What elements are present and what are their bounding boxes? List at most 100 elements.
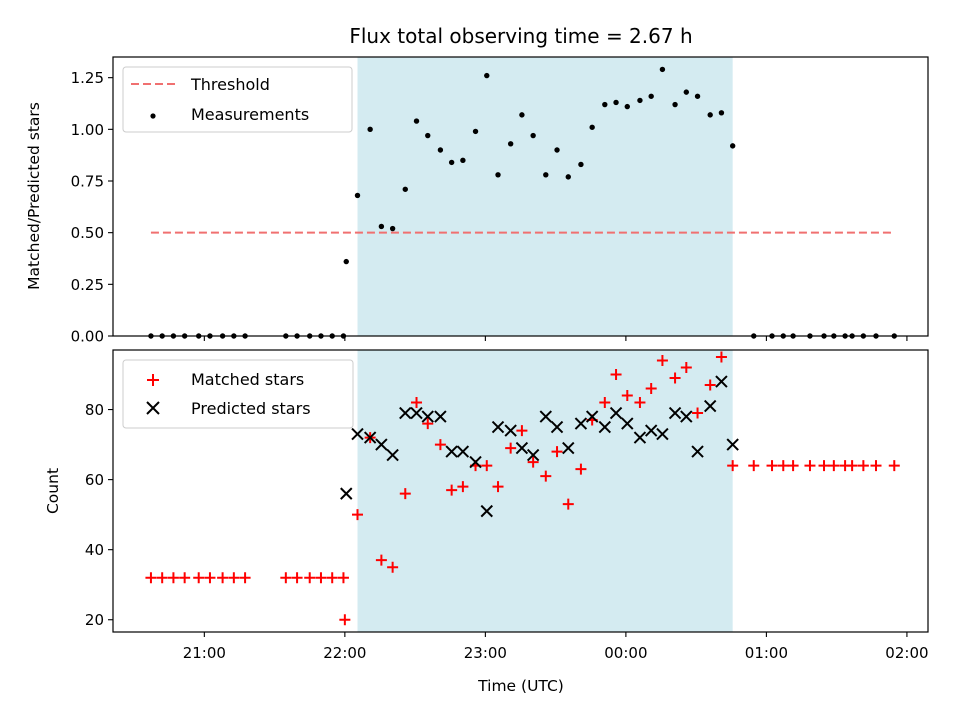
predicted-legend-swatch bbox=[146, 401, 160, 415]
predicted-star-point bbox=[715, 375, 728, 388]
bottom-legend: Matched stars Predicted stars bbox=[122, 359, 354, 429]
matched-star-point bbox=[446, 484, 458, 496]
measurement-point bbox=[519, 112, 525, 118]
matched-star-point bbox=[505, 442, 517, 454]
predicted-star-point bbox=[668, 406, 682, 420]
matched-star-point bbox=[204, 572, 216, 584]
measurement-point bbox=[589, 124, 595, 130]
measurement-point bbox=[683, 89, 690, 95]
measurement-point bbox=[354, 192, 361, 199]
measurement-point bbox=[554, 147, 560, 153]
top-axes-frame bbox=[112, 56, 929, 337]
bottom-y-ticks: 20 40 60 80 bbox=[85, 401, 113, 629]
matched-star-point bbox=[434, 439, 446, 451]
matched-star-point bbox=[621, 390, 633, 402]
predicted-star-point bbox=[363, 431, 377, 444]
predicted-star-point bbox=[574, 417, 588, 430]
matched-star-point bbox=[828, 460, 840, 472]
matched-star-point bbox=[777, 460, 789, 472]
matched-star-point bbox=[610, 369, 622, 381]
top-axes: 0.00 0.25 0.50 0.75 1.00 1.25 Matched/Predict… bbox=[25, 56, 929, 346]
matched-star-point bbox=[156, 572, 168, 584]
predicted-star-point bbox=[456, 445, 470, 458]
top-y-ticks: 0.00 0.25 0.50 0.75 1.00 1.25 bbox=[71, 69, 113, 346]
measurement-point bbox=[729, 143, 736, 149]
matched-star-point bbox=[422, 418, 434, 430]
matched-star-point bbox=[818, 460, 830, 472]
predicted-star-point bbox=[504, 424, 517, 437]
measurement-point bbox=[602, 101, 608, 108]
matched-star-point bbox=[399, 488, 411, 500]
matched-star-point bbox=[748, 460, 760, 472]
top-y-axis-label: Matched/Predicted stars bbox=[25, 102, 43, 290]
predicted-star-point bbox=[421, 410, 434, 423]
matched-star-point bbox=[352, 509, 363, 521]
predicted-star-point bbox=[491, 420, 505, 434]
predicted-star-point bbox=[515, 441, 529, 455]
top-y-tick-label: 1.00 bbox=[71, 121, 104, 139]
measurement-point bbox=[343, 258, 349, 265]
measurement-point bbox=[694, 93, 701, 99]
measurement-point bbox=[448, 159, 455, 166]
measurement-point bbox=[672, 101, 678, 108]
top-legend-frame bbox=[122, 66, 353, 133]
matched-star-point bbox=[692, 407, 704, 419]
bottom-legend-frame bbox=[122, 359, 354, 429]
predicted-star-point bbox=[621, 417, 634, 430]
bottom-y-tick-label: 60 bbox=[85, 471, 104, 489]
matched-star-point bbox=[575, 463, 587, 475]
matched-star-point bbox=[857, 460, 869, 472]
matched-star-point bbox=[167, 572, 179, 584]
matched-star-point bbox=[715, 351, 727, 363]
predicted-star-point bbox=[562, 441, 575, 455]
predicted-star-point bbox=[633, 431, 647, 444]
measurement-point bbox=[543, 172, 549, 178]
x-axis-label: Time (UTC) bbox=[477, 677, 564, 695]
measurement-point bbox=[637, 97, 643, 104]
measurement-point bbox=[624, 103, 630, 110]
bottom-y-tick-label: 80 bbox=[85, 401, 104, 419]
measurement-point bbox=[484, 72, 490, 79]
top-y-tick-label: 0.50 bbox=[71, 224, 104, 242]
matched-star-point bbox=[870, 460, 882, 472]
predicted-star-point bbox=[691, 445, 704, 458]
matched-star-point bbox=[634, 397, 646, 409]
predicted-star-point bbox=[469, 455, 482, 469]
matched-legend-swatch bbox=[147, 374, 159, 386]
matched-star-point bbox=[193, 572, 205, 584]
predicted-star-point bbox=[550, 420, 564, 434]
measurement-point bbox=[648, 93, 654, 99]
measurement-point bbox=[718, 110, 725, 116]
measurement-point bbox=[530, 132, 536, 139]
measurement-point bbox=[707, 112, 713, 118]
chart-title: Flux total observing time = 2.67 h bbox=[349, 24, 692, 48]
matched-star-point bbox=[551, 446, 563, 458]
predicted-star-point bbox=[480, 504, 493, 518]
measurement-point bbox=[389, 225, 396, 232]
matched-star-point bbox=[704, 379, 716, 391]
top-y-tick-label: 1.25 bbox=[71, 69, 104, 87]
matched-star-point bbox=[239, 572, 251, 584]
matched-star-point bbox=[304, 572, 316, 584]
measurement-point bbox=[507, 141, 514, 147]
matched-star-point bbox=[337, 572, 349, 584]
measurements-legend-label: Measurements bbox=[191, 105, 309, 124]
measurement-point bbox=[565, 174, 571, 180]
matched-star-point bbox=[804, 460, 816, 472]
predicted-star-point bbox=[703, 399, 717, 413]
bottom-plot-area bbox=[145, 351, 900, 626]
x-tick-label: 23:00 bbox=[464, 644, 507, 662]
matched-star-point bbox=[179, 572, 191, 584]
matched-star-point bbox=[727, 460, 739, 472]
x-tick-label: 00:00 bbox=[604, 644, 647, 662]
measurement-point bbox=[659, 66, 666, 73]
measurement-point bbox=[460, 157, 466, 164]
matched-star-point bbox=[145, 572, 157, 584]
bottom-y-tick-label: 20 bbox=[85, 611, 104, 629]
measurement-point bbox=[402, 186, 408, 192]
predicted-star-point bbox=[375, 438, 388, 451]
matched-star-point bbox=[846, 460, 858, 472]
matched-legend-label: Matched stars bbox=[191, 370, 304, 389]
